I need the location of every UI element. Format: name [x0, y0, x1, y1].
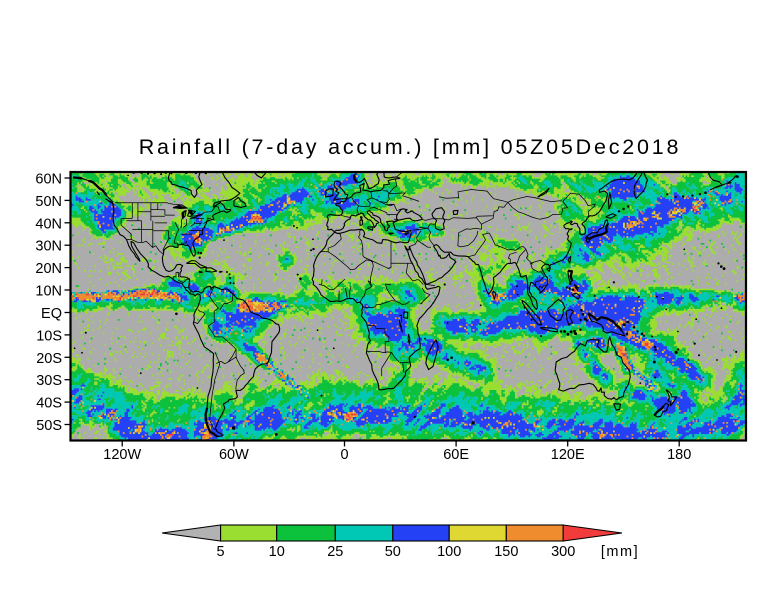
- svg-text:0: 0: [340, 447, 348, 463]
- svg-text:300: 300: [551, 544, 575, 560]
- svg-text:180: 180: [667, 447, 691, 463]
- svg-text:120E: 120E: [551, 447, 585, 463]
- svg-text:50S: 50S: [36, 418, 62, 434]
- svg-text:60N: 60N: [35, 172, 62, 188]
- svg-text:10N: 10N: [35, 284, 62, 300]
- svg-text:30N: 30N: [35, 239, 62, 255]
- svg-text:120W: 120W: [103, 447, 141, 463]
- svg-text:10: 10: [269, 544, 285, 560]
- svg-text:60W: 60W: [219, 447, 249, 463]
- svg-text:150: 150: [494, 544, 518, 560]
- svg-text:60E: 60E: [443, 447, 469, 463]
- svg-text:10S: 10S: [36, 328, 62, 344]
- svg-text:50N: 50N: [35, 194, 62, 210]
- svg-text:50: 50: [385, 544, 401, 560]
- svg-text:100: 100: [437, 544, 461, 560]
- svg-text:Rainfall (7-day accum.) [mm] 0: Rainfall (7-day accum.) [mm] 05Z05Dec201…: [139, 135, 682, 159]
- svg-text:5: 5: [217, 544, 225, 560]
- svg-text:[mm]: [mm]: [601, 544, 639, 560]
- svg-text:20N: 20N: [35, 261, 62, 277]
- svg-text:EQ: EQ: [41, 306, 62, 322]
- svg-text:20S: 20S: [36, 351, 62, 367]
- svg-text:40N: 40N: [35, 216, 62, 232]
- svg-text:40S: 40S: [36, 396, 62, 412]
- svg-text:30S: 30S: [36, 373, 62, 389]
- svg-text:25: 25: [327, 544, 343, 560]
